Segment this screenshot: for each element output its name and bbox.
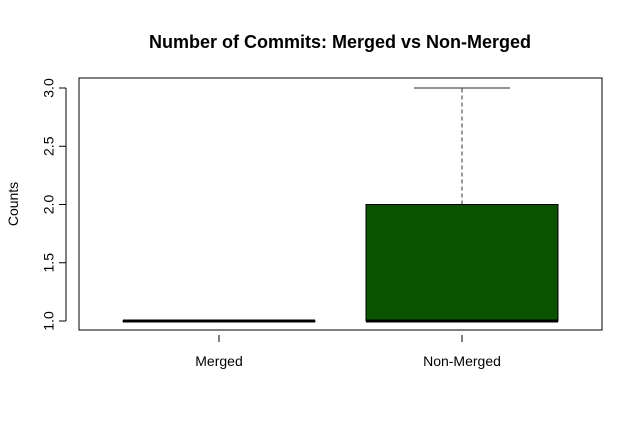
x-tick-label-0: Merged [195,353,242,369]
y-tick-label-1: 1.5 [41,253,57,273]
chart-marks: 1.0 1.5 2.0 2.5 3.0 Merged Non-Merged [41,78,559,369]
box-1 [365,204,559,322]
plot-frame [78,77,603,331]
x-tick-label-1: Non-Merged [423,353,501,369]
chart-title: Number of Commits: Merged vs Non-Merged [149,32,531,52]
y-axis-label: Counts [5,182,21,226]
y-tick-label-3: 2.5 [41,136,57,156]
y-tick-label-0: 1.0 [41,311,57,331]
y-tick-label-4: 3.0 [41,78,57,98]
y-tick-label-2: 2.0 [41,195,57,215]
